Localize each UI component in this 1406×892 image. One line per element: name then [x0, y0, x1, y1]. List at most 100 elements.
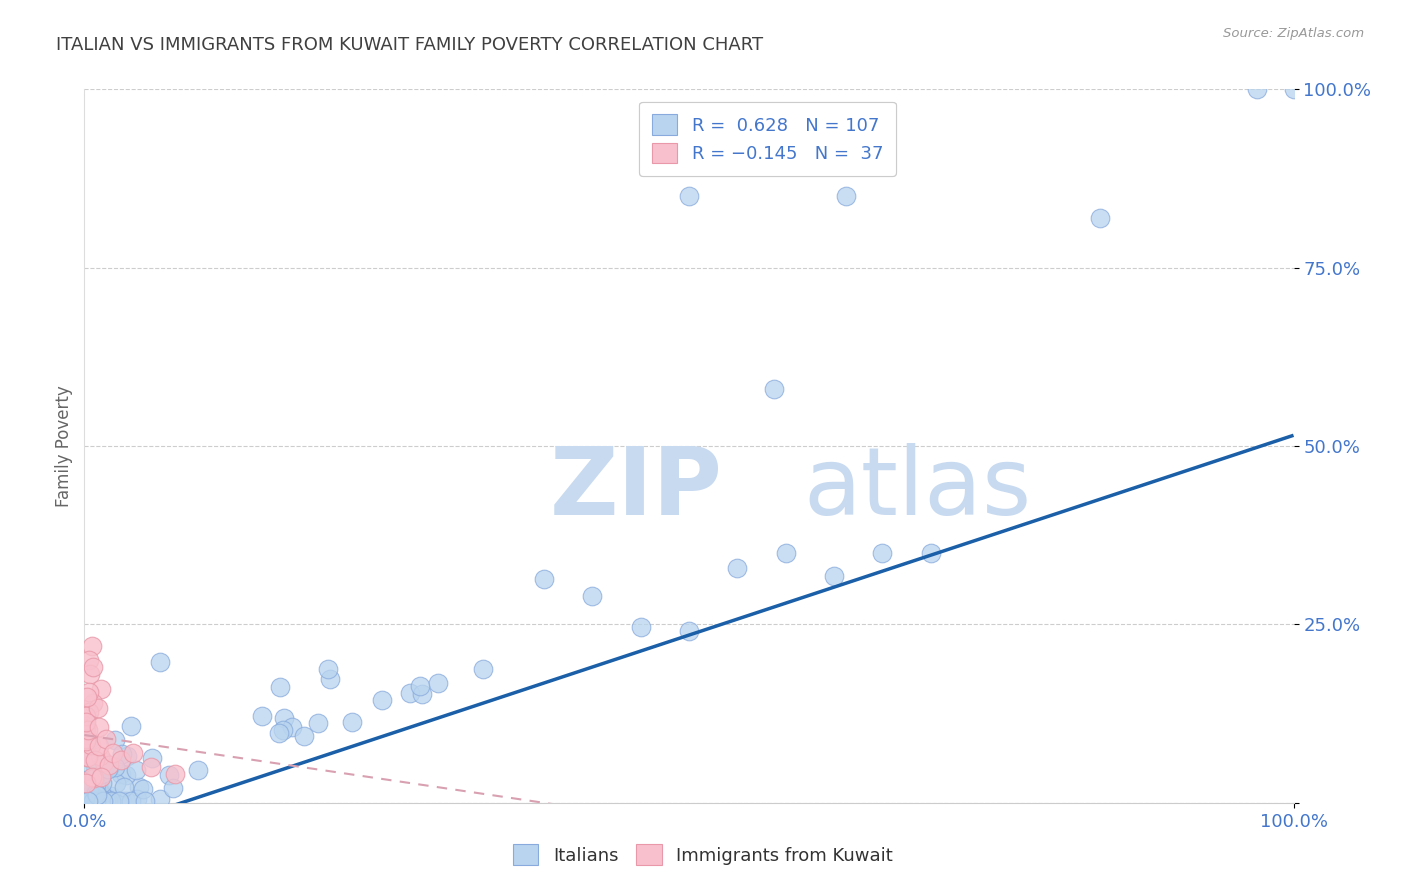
Point: [79, 794, 101, 808]
Point: [84, 787, 107, 801]
Point: [84, 763, 107, 777]
Point: [77, 794, 100, 808]
Point: [76, 793, 98, 807]
Point: [75, 709, 97, 723]
Point: [115, 748, 138, 763]
Point: [269, 680, 291, 694]
Point: [371, 693, 394, 707]
Point: [91, 794, 114, 808]
Point: [134, 794, 156, 808]
Point: [124, 763, 146, 777]
Point: [100, 789, 122, 803]
Point: [872, 546, 894, 560]
Point: [319, 672, 342, 686]
Point: [82, 696, 104, 710]
Point: [77, 723, 100, 737]
Point: [89, 794, 111, 808]
Point: [110, 766, 132, 780]
Point: [775, 546, 797, 560]
Point: [187, 764, 209, 778]
Point: [835, 189, 858, 203]
Point: [103, 746, 125, 760]
Text: ZIP: ZIP: [550, 442, 723, 535]
Point: [83, 772, 105, 787]
Point: [165, 767, 187, 781]
Text: ITALIAN VS IMMIGRANTS FROM KUWAIT FAMILY POVERTY CORRELATION CHART: ITALIAN VS IMMIGRANTS FROM KUWAIT FAMILY…: [56, 36, 763, 54]
Point: [77, 685, 100, 699]
Point: [77, 705, 100, 719]
Point: [1088, 211, 1111, 225]
Point: [86, 794, 108, 808]
Point: [920, 546, 942, 560]
Point: [77, 781, 100, 796]
Point: [77, 750, 100, 764]
Point: [75, 734, 97, 748]
Point: [87, 794, 110, 808]
Text: Source: ZipAtlas.com: Source: ZipAtlas.com: [1223, 27, 1364, 40]
Point: [82, 659, 104, 673]
Point: [90, 770, 112, 784]
Point: [97, 760, 120, 774]
Point: [90, 783, 112, 797]
Point: [90, 681, 112, 696]
Point: [115, 794, 138, 808]
Point: [292, 729, 315, 743]
Point: [79, 757, 101, 772]
Point: [76, 690, 98, 704]
Point: [91, 794, 114, 808]
Point: [111, 794, 134, 808]
Point: [316, 662, 339, 676]
Point: [141, 751, 163, 765]
Point: [823, 569, 845, 583]
Point: [76, 794, 98, 808]
Point: [83, 771, 105, 785]
Point: [75, 731, 97, 746]
Point: [149, 792, 172, 806]
Point: [115, 767, 138, 781]
Point: [91, 776, 114, 790]
Point: [120, 719, 142, 733]
Point: [252, 708, 274, 723]
Point: [90, 786, 112, 800]
Point: [75, 719, 97, 733]
Point: [94, 731, 117, 746]
Point: [77, 794, 100, 808]
Point: [162, 780, 184, 795]
Y-axis label: Family Poverty: Family Poverty: [55, 385, 73, 507]
Point: [271, 723, 294, 737]
Point: [83, 782, 105, 797]
Point: [630, 619, 652, 633]
Point: [97, 794, 120, 808]
Point: [398, 686, 420, 700]
Point: [104, 759, 127, 773]
Legend: Italians, Immigrants from Kuwait: Italians, Immigrants from Kuwait: [505, 835, 901, 874]
Point: [108, 794, 131, 808]
Point: [94, 794, 117, 808]
Point: [132, 781, 155, 796]
Point: [84, 778, 107, 792]
Point: [87, 779, 110, 793]
Point: [111, 747, 134, 761]
Point: [82, 789, 104, 804]
Point: [581, 589, 603, 603]
Point: [84, 758, 107, 772]
Point: [97, 790, 120, 805]
Point: [112, 780, 135, 795]
Point: [281, 720, 304, 734]
Point: [89, 748, 111, 763]
Point: [82, 794, 104, 808]
Point: [100, 794, 122, 808]
Point: [533, 572, 555, 586]
Point: [411, 687, 433, 701]
Point: [75, 776, 97, 790]
Point: [76, 749, 98, 764]
Legend: R =  0.628   N = 107, R = −0.145   N =  37: R = 0.628 N = 107, R = −0.145 N = 37: [640, 102, 896, 176]
Point: [97, 758, 120, 772]
Point: [678, 189, 700, 203]
Point: [75, 715, 97, 730]
Point: [75, 732, 97, 747]
Point: [273, 711, 295, 725]
Point: [87, 794, 110, 808]
Point: [77, 732, 100, 747]
Point: [93, 755, 115, 769]
